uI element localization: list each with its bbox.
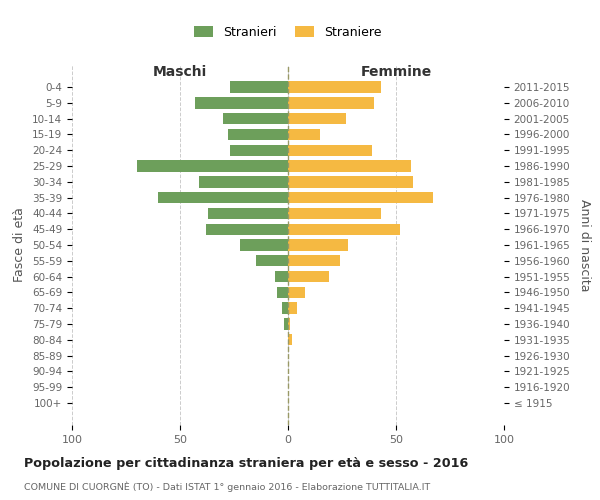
Bar — [137, 160, 288, 172]
Legend: Stranieri, Straniere: Stranieri, Straniere — [190, 21, 386, 44]
Bar — [223, 113, 288, 124]
Bar — [288, 144, 372, 156]
Bar — [288, 113, 346, 124]
Text: Femmine: Femmine — [361, 65, 431, 79]
Bar — [288, 255, 340, 266]
Text: Maschi: Maschi — [153, 65, 207, 79]
Bar — [288, 334, 292, 345]
Text: Popolazione per cittadinanza straniera per età e sesso - 2016: Popolazione per cittadinanza straniera p… — [24, 458, 468, 470]
Bar — [195, 97, 288, 108]
Bar — [208, 208, 288, 219]
Bar — [288, 240, 349, 250]
Bar — [199, 176, 288, 188]
Bar — [288, 97, 374, 108]
Y-axis label: Anni di nascita: Anni di nascita — [578, 198, 592, 291]
Bar — [281, 302, 288, 314]
Bar — [227, 128, 288, 140]
Bar — [241, 240, 288, 250]
Bar — [277, 286, 288, 298]
Y-axis label: Fasce di età: Fasce di età — [13, 208, 26, 282]
Bar — [288, 192, 433, 203]
Bar — [288, 318, 290, 330]
Bar — [288, 271, 329, 282]
Bar — [288, 128, 320, 140]
Bar — [275, 271, 288, 282]
Bar — [288, 82, 381, 92]
Text: COMUNE DI CUORGNÈ (TO) - Dati ISTAT 1° gennaio 2016 - Elaborazione TUTTITALIA.IT: COMUNE DI CUORGNÈ (TO) - Dati ISTAT 1° g… — [24, 481, 430, 492]
Bar — [288, 160, 411, 172]
Bar — [230, 82, 288, 92]
Bar — [284, 318, 288, 330]
Bar — [256, 255, 288, 266]
Bar — [288, 224, 400, 235]
Bar — [288, 208, 381, 219]
Bar — [158, 192, 288, 203]
Bar — [288, 286, 305, 298]
Bar — [288, 176, 413, 188]
Bar — [230, 144, 288, 156]
Bar — [288, 302, 296, 314]
Bar — [206, 224, 288, 235]
